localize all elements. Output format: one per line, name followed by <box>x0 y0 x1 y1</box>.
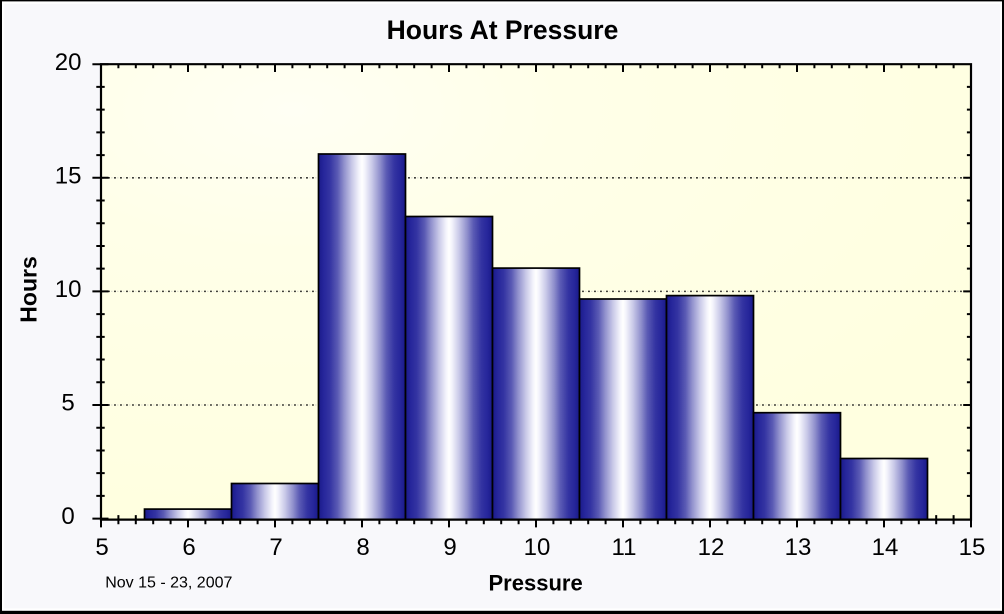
svg-text:14: 14 <box>872 534 899 561</box>
svg-text:5: 5 <box>61 390 74 417</box>
svg-text:Hours: Hours <box>16 256 42 322</box>
svg-text:5: 5 <box>95 534 108 561</box>
svg-text:7: 7 <box>269 534 282 561</box>
svg-text:0: 0 <box>61 503 74 530</box>
svg-text:8: 8 <box>356 534 369 561</box>
svg-text:11: 11 <box>612 534 637 561</box>
svg-text:15: 15 <box>55 162 82 189</box>
svg-text:10: 10 <box>55 276 82 303</box>
svg-text:15: 15 <box>959 534 986 561</box>
svg-text:10: 10 <box>524 534 551 561</box>
svg-text:9: 9 <box>443 534 456 561</box>
svg-text:12: 12 <box>698 534 725 561</box>
svg-text:6: 6 <box>182 534 195 561</box>
svg-text:Nov 15 - 23, 2007: Nov 15 - 23, 2007 <box>105 575 232 592</box>
svg-text:13: 13 <box>785 534 812 561</box>
svg-text:Hours At Pressure: Hours At Pressure <box>387 15 619 45</box>
svg-text:Pressure: Pressure <box>489 571 583 596</box>
svg-text:20: 20 <box>55 49 82 76</box>
